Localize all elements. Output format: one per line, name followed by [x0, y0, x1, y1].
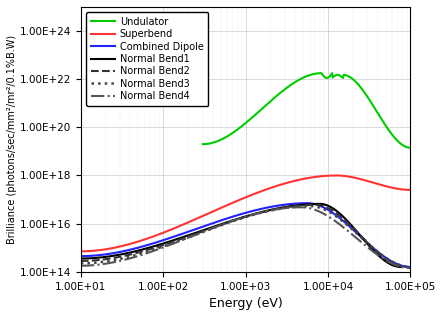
Line: Normal Bend4: Normal Bend4 [81, 207, 410, 268]
Normal Bend3 [393, 262, 399, 266]
Normal Bend4 [78, 264, 83, 268]
Normal Bend1 [393, 264, 398, 268]
Undulator [392, 136, 398, 140]
Undulator [360, 88, 365, 92]
Normal Bend1 [319, 202, 325, 206]
Normal Bend3 [402, 264, 407, 268]
Line: Normal Bend2: Normal Bend2 [81, 205, 406, 267]
Superbend [78, 249, 83, 253]
Normal Bend4 [401, 266, 407, 269]
Normal Bend2 [247, 214, 252, 218]
Normal Bend4 [302, 205, 307, 209]
Normal Bend4 [277, 207, 282, 211]
Superbend [408, 188, 413, 192]
Undulator [209, 141, 214, 145]
Normal Bend2 [391, 262, 396, 266]
Combined Dipole [408, 265, 413, 269]
Normal Bend4 [237, 217, 242, 221]
Normal Bend4 [379, 256, 385, 260]
Undulator [319, 71, 324, 75]
Normal Bend3 [307, 204, 313, 208]
Combined Dipole [305, 201, 310, 205]
Normal Bend3 [310, 204, 315, 208]
Superbend [389, 185, 394, 189]
Normal Bend4 [392, 263, 398, 267]
Normal Bend2 [289, 204, 295, 208]
Line: Normal Bend1: Normal Bend1 [81, 204, 400, 267]
Normal Bend1 [386, 262, 392, 265]
Normal Bend2 [78, 259, 83, 263]
Superbend [308, 176, 313, 179]
Normal Bend3 [284, 206, 289, 210]
Legend: Undulator, Superbend, Combined Dipole, Normal Bend1, Normal Bend2, Normal Bend3,: Undulator, Superbend, Combined Dipole, N… [85, 12, 209, 106]
Combined Dipole [381, 254, 386, 258]
Normal Bend2 [313, 203, 319, 207]
Superbend [261, 188, 267, 192]
X-axis label: Energy (eV): Energy (eV) [209, 297, 283, 310]
Y-axis label: Brilliance (photons/sec/mm²/mr²/0.1%B.W): Brilliance (photons/sec/mm²/mr²/0.1%B.W) [7, 35, 17, 244]
Normal Bend2 [398, 264, 404, 268]
Normal Bend1 [398, 265, 403, 269]
Normal Bend3 [381, 255, 387, 258]
Undulator [408, 146, 413, 150]
Combined Dipole [393, 262, 399, 265]
Combined Dipole [241, 211, 246, 215]
Line: Superbend: Superbend [81, 176, 410, 251]
Normal Bend1 [78, 257, 83, 261]
Normal Bend4 [408, 266, 413, 270]
Undulator [251, 114, 256, 118]
Normal Bend4 [299, 205, 304, 209]
Line: Undulator: Undulator [203, 73, 410, 148]
Superbend [334, 174, 339, 178]
Normal Bend1 [317, 202, 323, 206]
Combined Dipole [308, 201, 313, 205]
Combined Dipole [78, 254, 83, 258]
Superbend [403, 188, 408, 192]
Normal Bend2 [316, 203, 321, 207]
Undulator [200, 142, 206, 146]
Normal Bend2 [380, 255, 385, 258]
Normal Bend2 [404, 265, 409, 269]
Superbend [397, 187, 403, 191]
Undulator [263, 103, 268, 107]
Normal Bend3 [242, 215, 248, 219]
Normal Bend1 [377, 254, 382, 258]
Line: Normal Bend3: Normal Bend3 [81, 206, 410, 267]
Combined Dipole [282, 203, 287, 207]
Superbend [336, 174, 341, 178]
Normal Bend3 [408, 265, 413, 269]
Undulator [206, 142, 211, 146]
Combined Dipole [401, 264, 407, 268]
Normal Bend3 [78, 262, 83, 265]
Line: Combined Dipole: Combined Dipole [81, 203, 410, 267]
Normal Bend1 [293, 204, 298, 207]
Normal Bend1 [249, 213, 255, 217]
